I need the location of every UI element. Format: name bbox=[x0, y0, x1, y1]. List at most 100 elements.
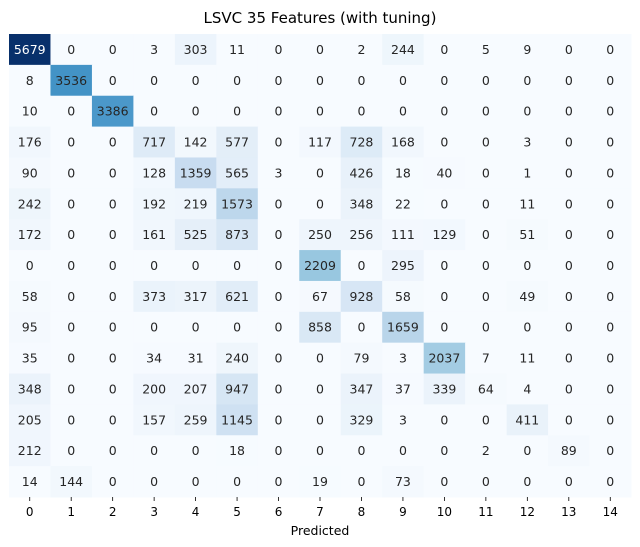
cell-value-label-r3-c13: 0 bbox=[565, 135, 573, 150]
heatmap-cell-r3-c5 bbox=[216, 126, 259, 158]
heatmap-cell-r10-c5 bbox=[216, 342, 259, 375]
heatmap-cell-r2-c11 bbox=[465, 95, 508, 128]
heatmap-cell-r8-c5 bbox=[216, 280, 259, 313]
heatmap-cell-r14-c0 bbox=[9, 466, 51, 498]
heatmap-cell-r14-c14 bbox=[589, 466, 632, 498]
cell-value-label-r11-c3: 200 bbox=[142, 381, 166, 396]
cell-value-label-r4-c0: 90 bbox=[22, 165, 38, 180]
cell-value-label-r3-c11: 0 bbox=[482, 135, 490, 150]
heatmap-cell-r10-c12 bbox=[506, 342, 549, 375]
cell-value-label-r11-c11: 64 bbox=[478, 381, 494, 396]
cell-value-label-r3-c7: 117 bbox=[308, 135, 332, 150]
cell-value-label-r12-c0: 205 bbox=[18, 412, 42, 427]
x-tick-label-6: 6 bbox=[275, 505, 283, 519]
cell-value-label-r2-c6: 0 bbox=[275, 104, 283, 119]
cell-value-label-r4-c13: 0 bbox=[565, 165, 573, 180]
heatmap-cell-r2-c12 bbox=[506, 95, 549, 128]
cell-value-label-r1-c4: 0 bbox=[192, 73, 200, 88]
heatmap-cell-r10-c1 bbox=[50, 342, 93, 375]
cell-value-label-r9-c13: 0 bbox=[565, 320, 573, 335]
x-tick-label-14: 14 bbox=[603, 505, 618, 519]
cell-value-label-r7-c10: 0 bbox=[440, 258, 448, 273]
heatmap-cell-r7-c10 bbox=[423, 250, 466, 282]
heatmap-cell-r1-c11 bbox=[465, 64, 508, 97]
cell-value-label-r11-c7: 0 bbox=[316, 381, 324, 396]
heatmap-cell-r10-c9 bbox=[382, 342, 425, 375]
heatmap-cell-r11-c7 bbox=[299, 373, 342, 405]
x-axis-ticks: 0 1 2 3 4 5 6 7 8 9 10 11 12 13 14 bbox=[26, 497, 618, 519]
heatmap-cell-r6-c6 bbox=[257, 219, 300, 251]
heatmap-cell-r3-c7 bbox=[299, 126, 342, 158]
cell-value-label-r4-c3: 128 bbox=[142, 165, 166, 180]
cell-value-label-r7-c4: 0 bbox=[192, 258, 200, 273]
heatmap-cell-r10-c8 bbox=[340, 342, 383, 375]
cell-value-label-r11-c13: 0 bbox=[565, 381, 573, 396]
cell-value-label-r3-c4: 142 bbox=[184, 135, 208, 150]
cell-value-label-r13-c2: 0 bbox=[109, 443, 117, 458]
heatmap-cell-r0-c0 bbox=[9, 34, 51, 66]
cell-value-label-r2-c8: 0 bbox=[357, 104, 365, 119]
cell-value-label-r5-c10: 0 bbox=[440, 196, 448, 211]
heatmap-cells bbox=[9, 34, 632, 498]
cell-value-label-r4-c10: 40 bbox=[436, 165, 452, 180]
cell-value-label-r10-c8: 79 bbox=[354, 351, 370, 366]
cell-value-label-r6-c7: 250 bbox=[308, 227, 332, 242]
cell-value-label-r10-c9: 3 bbox=[399, 351, 407, 366]
heatmap-cell-r13-c12 bbox=[506, 435, 549, 467]
heatmap-cell-r4-c8 bbox=[340, 157, 383, 189]
heatmap-cell-r5-c3 bbox=[133, 188, 176, 220]
heatmap-cell-r10-c11 bbox=[465, 342, 508, 375]
cell-value-label-r5-c8: 348 bbox=[350, 196, 374, 211]
heatmap-cell-r0-c2 bbox=[91, 34, 134, 66]
x-tick-label-10: 10 bbox=[437, 505, 452, 519]
heatmap-cell-r1-c8 bbox=[340, 64, 383, 97]
cell-value-label-r0-c8: 2 bbox=[357, 42, 365, 57]
cell-value-label-r9-c4: 0 bbox=[192, 320, 200, 335]
heatmap-cell-r6-c1 bbox=[50, 219, 93, 251]
cell-value-label-r2-c13: 0 bbox=[565, 104, 573, 119]
heatmap-cell-r4-c6 bbox=[257, 157, 300, 189]
cell-value-label-r14-c12: 0 bbox=[523, 474, 531, 489]
cell-value-label-r9-c8: 0 bbox=[357, 320, 365, 335]
heatmap-cell-r9-c12 bbox=[506, 311, 549, 344]
cell-value-label-r8-c12: 49 bbox=[519, 289, 535, 304]
cell-value-label-r1-c11: 0 bbox=[482, 73, 490, 88]
heatmap-cell-r11-c1 bbox=[50, 373, 93, 405]
heatmap-cell-r4-c13 bbox=[548, 157, 591, 189]
cell-value-label-r4-c8: 426 bbox=[350, 165, 374, 180]
cell-value-label-r10-c13: 0 bbox=[565, 351, 573, 366]
heatmap-cell-r8-c9 bbox=[382, 280, 425, 313]
cell-value-label-r8-c14: 0 bbox=[606, 289, 614, 304]
cell-value-label-r10-c0: 35 bbox=[22, 351, 38, 366]
cell-value-label-r9-c0: 95 bbox=[22, 320, 38, 335]
heatmap-cell-r3-c0 bbox=[9, 126, 51, 158]
heatmap-cell-r11-c10 bbox=[423, 373, 466, 405]
heatmap-cell-r13-c4 bbox=[174, 435, 217, 467]
cell-value-label-r1-c1: 3536 bbox=[55, 73, 87, 88]
heatmap-cell-r13-c10 bbox=[423, 435, 466, 467]
heatmap-cell-r14-c11 bbox=[465, 466, 508, 498]
cell-value-label-r6-c5: 873 bbox=[225, 227, 249, 242]
cell-value-label-r13-c6: 0 bbox=[275, 443, 283, 458]
cell-value-label-r3-c0: 176 bbox=[18, 135, 42, 150]
heatmap-cell-r6-c9 bbox=[382, 219, 425, 251]
cell-value-label-r14-c2: 0 bbox=[109, 474, 117, 489]
heatmap-cell-r6-c10 bbox=[423, 219, 466, 251]
heatmap-cell-r7-c11 bbox=[465, 250, 508, 282]
cell-value-label-r8-c2: 0 bbox=[109, 289, 117, 304]
cell-value-label-r11-c1: 0 bbox=[67, 381, 75, 396]
heatmap-cell-r12-c2 bbox=[91, 404, 134, 436]
cell-value-label-r12-c4: 259 bbox=[184, 412, 208, 427]
cell-value-label-r0-c0: 5679 bbox=[14, 42, 46, 57]
heatmap-cell-r12-c9 bbox=[382, 404, 425, 436]
heatmap-cell-r12-c7 bbox=[299, 404, 342, 436]
cell-value-label-r4-c1: 0 bbox=[67, 165, 75, 180]
heatmap-cell-r10-c13 bbox=[548, 342, 591, 375]
cell-value-label-r5-c7: 0 bbox=[316, 196, 324, 211]
heatmap-cell-r10-c3 bbox=[133, 342, 176, 375]
heatmap-cell-r14-c10 bbox=[423, 466, 466, 498]
cell-value-label-r7-c5: 0 bbox=[233, 258, 241, 273]
cell-value-label-r2-c7: 0 bbox=[316, 104, 324, 119]
cell-value-label-r5-c14: 0 bbox=[606, 196, 614, 211]
cell-value-label-r2-c3: 0 bbox=[150, 104, 158, 119]
